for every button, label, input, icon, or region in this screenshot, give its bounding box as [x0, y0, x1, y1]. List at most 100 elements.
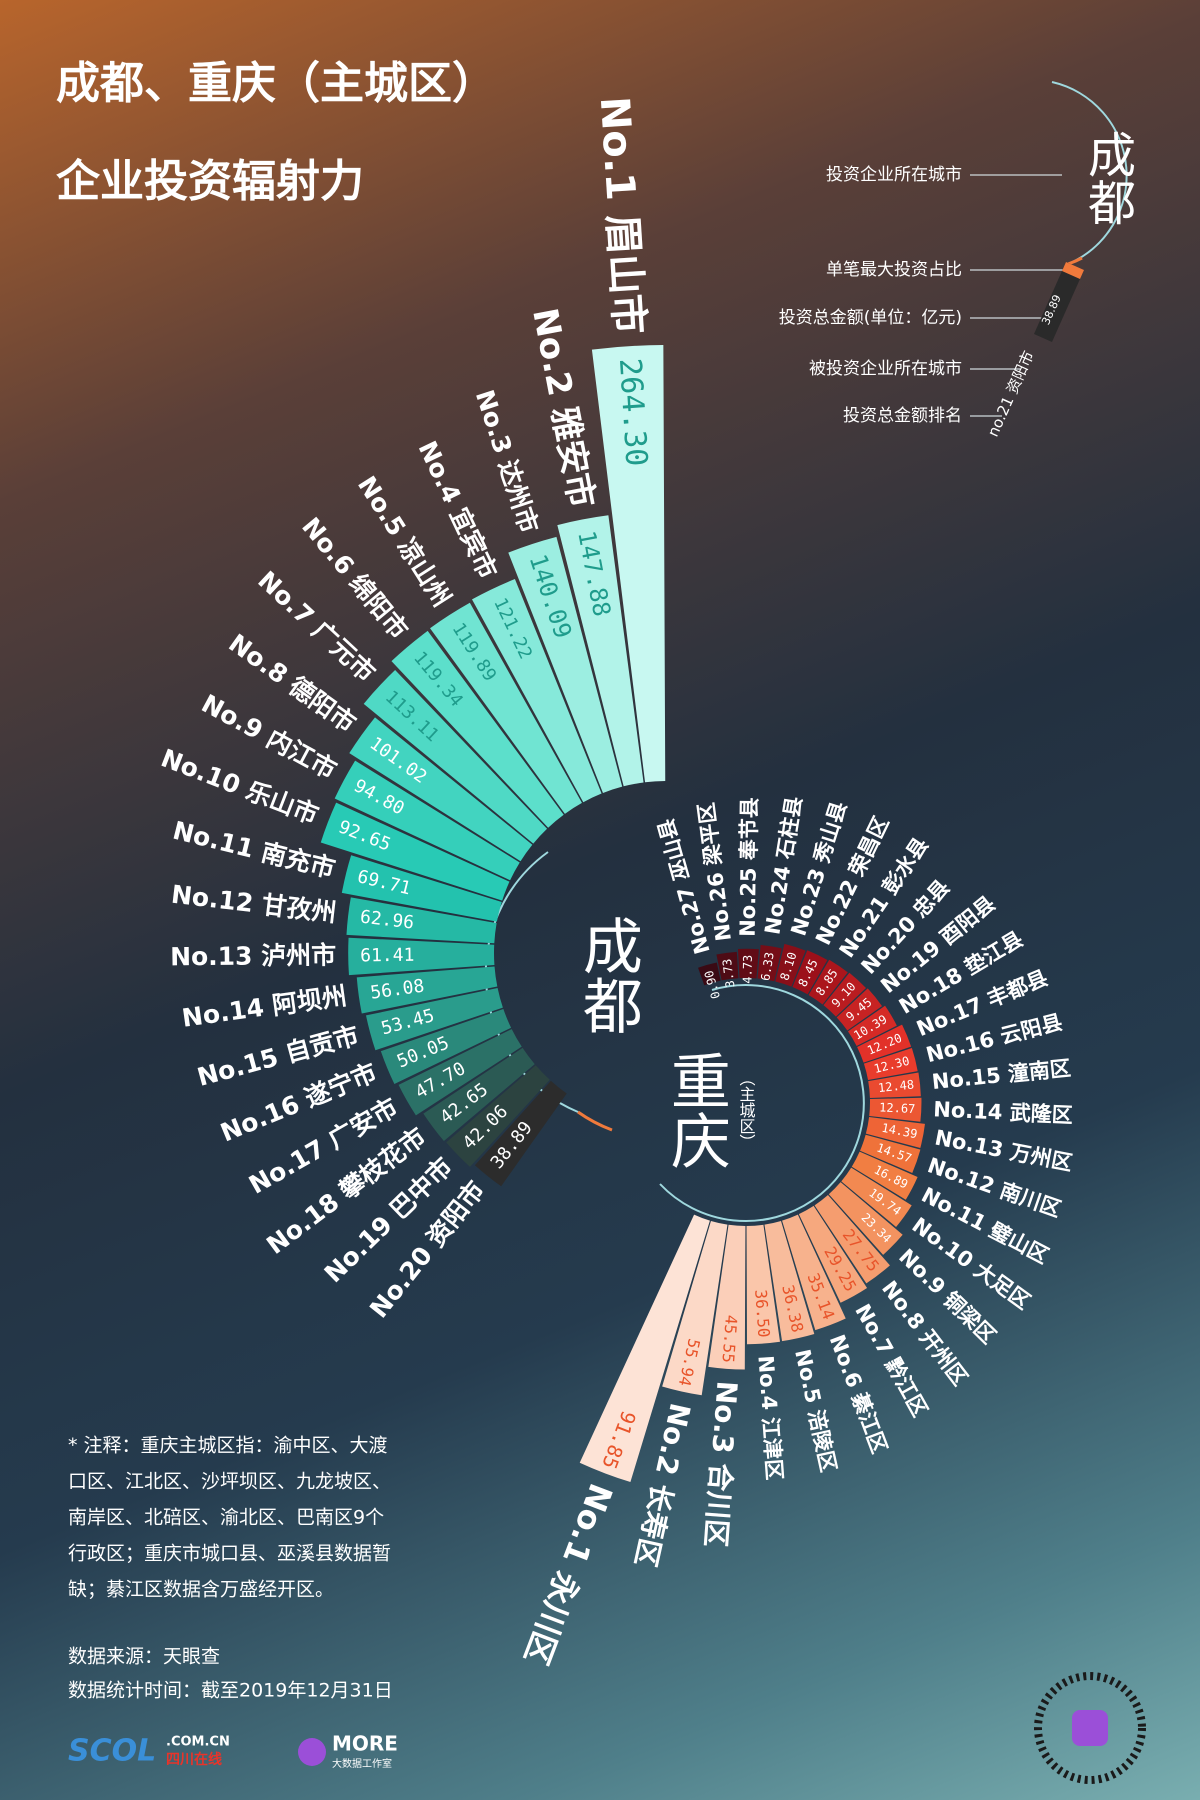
bar [708, 1224, 746, 1370]
bar [698, 962, 721, 986]
bar [863, 1048, 918, 1081]
bar [775, 943, 806, 987]
bar [508, 536, 623, 793]
bar [869, 1097, 922, 1122]
source: 数据来源：天眼查 [68, 1646, 220, 1668]
bar [782, 1214, 846, 1331]
bar [349, 717, 533, 862]
legend-city: 成都 [1079, 130, 1135, 226]
bar [823, 972, 866, 1017]
bar [474, 1080, 567, 1187]
value-label: 36.50 [751, 1289, 773, 1338]
qr-logo [1072, 1710, 1108, 1746]
stat-date: 数据统计时间：截至2019年12月31日 [68, 1680, 393, 1702]
bar [430, 602, 582, 814]
bar [792, 950, 828, 995]
subtitle: 企业投资辐射力 [56, 156, 364, 207]
bar [320, 802, 510, 901]
category-label: No.12 甘孜州 [170, 880, 338, 928]
note-line: 行政区；重庆市城口县、巫溪县数据暂 [68, 1543, 391, 1565]
bar [851, 1151, 918, 1200]
category-label: No.1 永川区 [517, 1478, 620, 1669]
qr-code[interactable] [1034, 1672, 1146, 1784]
bar [380, 1008, 512, 1085]
category-label: No.4 江津区 [753, 1355, 786, 1481]
bar [471, 579, 602, 803]
legend-item: 被投资企业所在城市 [809, 359, 962, 379]
value-label: 61.41 [360, 945, 414, 967]
value-label: 0.90 [702, 969, 723, 1001]
bar [662, 1220, 728, 1396]
bar [828, 1182, 903, 1255]
bar [865, 1117, 925, 1149]
bar [341, 855, 502, 922]
category-label: No.1 眉山市 [591, 95, 652, 335]
category-label: No.14 阿坝州 [180, 981, 349, 1032]
bar [737, 948, 759, 979]
center-sublabel: （主城区） [737, 1070, 756, 1150]
bar [798, 1205, 868, 1303]
value-label: 14.39 [880, 1121, 918, 1142]
chengdu-ring-accent [577, 1110, 613, 1132]
bar [847, 1005, 897, 1046]
note-line: 缺；綦江区数据含万盛经开区。 [68, 1579, 334, 1601]
logo-cn: 四川在线 [166, 1751, 222, 1768]
bar [764, 1220, 815, 1342]
logo-scol: SCOL [68, 1734, 156, 1769]
value-label: 6.33 [758, 951, 776, 982]
legend-example-label: no.21 资阳市 [984, 348, 1038, 439]
logo-more-icon [298, 1738, 326, 1766]
value-label: 3.73 [720, 958, 738, 988]
category-label: No.25 奉节县 [736, 797, 762, 937]
bar [398, 1029, 522, 1116]
value-label: 12.67 [879, 1100, 916, 1116]
bar [591, 345, 666, 783]
bar [757, 944, 782, 982]
bar [579, 1214, 710, 1482]
bar [746, 1224, 781, 1345]
bar [808, 959, 848, 1005]
note-line: 口区、江北区、沙坪坝区、九龙坡区、 [68, 1471, 391, 1493]
logo-more-sub: 大数据工作室 [332, 1757, 392, 1770]
legend-item: 投资企业所在城市 [826, 165, 962, 185]
category-label: No.3 合川区 [699, 1380, 744, 1549]
note-line: * 注释：重庆主城区指：渝中区、大渡 [68, 1435, 388, 1457]
logo-more: MORE [332, 1732, 398, 1756]
title: 成都、重庆（主城区） [56, 58, 496, 109]
bar [860, 1134, 921, 1173]
bar [423, 1047, 535, 1142]
bar [868, 1072, 921, 1098]
bar [346, 897, 497, 944]
category-label: No.14 武隆区 [933, 1097, 1073, 1127]
logo-domain: .COM.CN [166, 1735, 230, 1750]
legend-item: 投资总金额(单位：亿元) [779, 308, 962, 328]
bar [391, 630, 564, 828]
bar [857, 1024, 912, 1063]
value-label: 4.73 [740, 955, 754, 984]
bar [348, 937, 495, 976]
bar [836, 988, 883, 1031]
category-label: No.13 泸州市 [170, 941, 336, 972]
category-label: No.15 潼南区 [931, 1056, 1072, 1094]
bar [334, 760, 520, 881]
bar [716, 951, 739, 981]
bar [356, 966, 498, 1014]
bar [363, 670, 548, 844]
legend-item: 单笔最大投资占比 [826, 260, 962, 280]
legend-arc-accent [1067, 256, 1083, 266]
category-label: No.5 涪陵区 [790, 1347, 840, 1474]
chongqing-ring [659, 984, 865, 1223]
category-label: No.2 雅安市 [524, 305, 601, 511]
bar [446, 1065, 550, 1167]
legend-arc [1051, 81, 1128, 265]
note-line: 南岸区、北碚区、渝北区、巴南区9个 [68, 1507, 384, 1529]
bar [557, 515, 644, 787]
value-label: 45.55 [718, 1314, 740, 1363]
bar [814, 1195, 890, 1284]
bar [365, 988, 503, 1051]
legend-example-bar [1034, 262, 1084, 342]
value-label: 12.48 [877, 1078, 914, 1096]
